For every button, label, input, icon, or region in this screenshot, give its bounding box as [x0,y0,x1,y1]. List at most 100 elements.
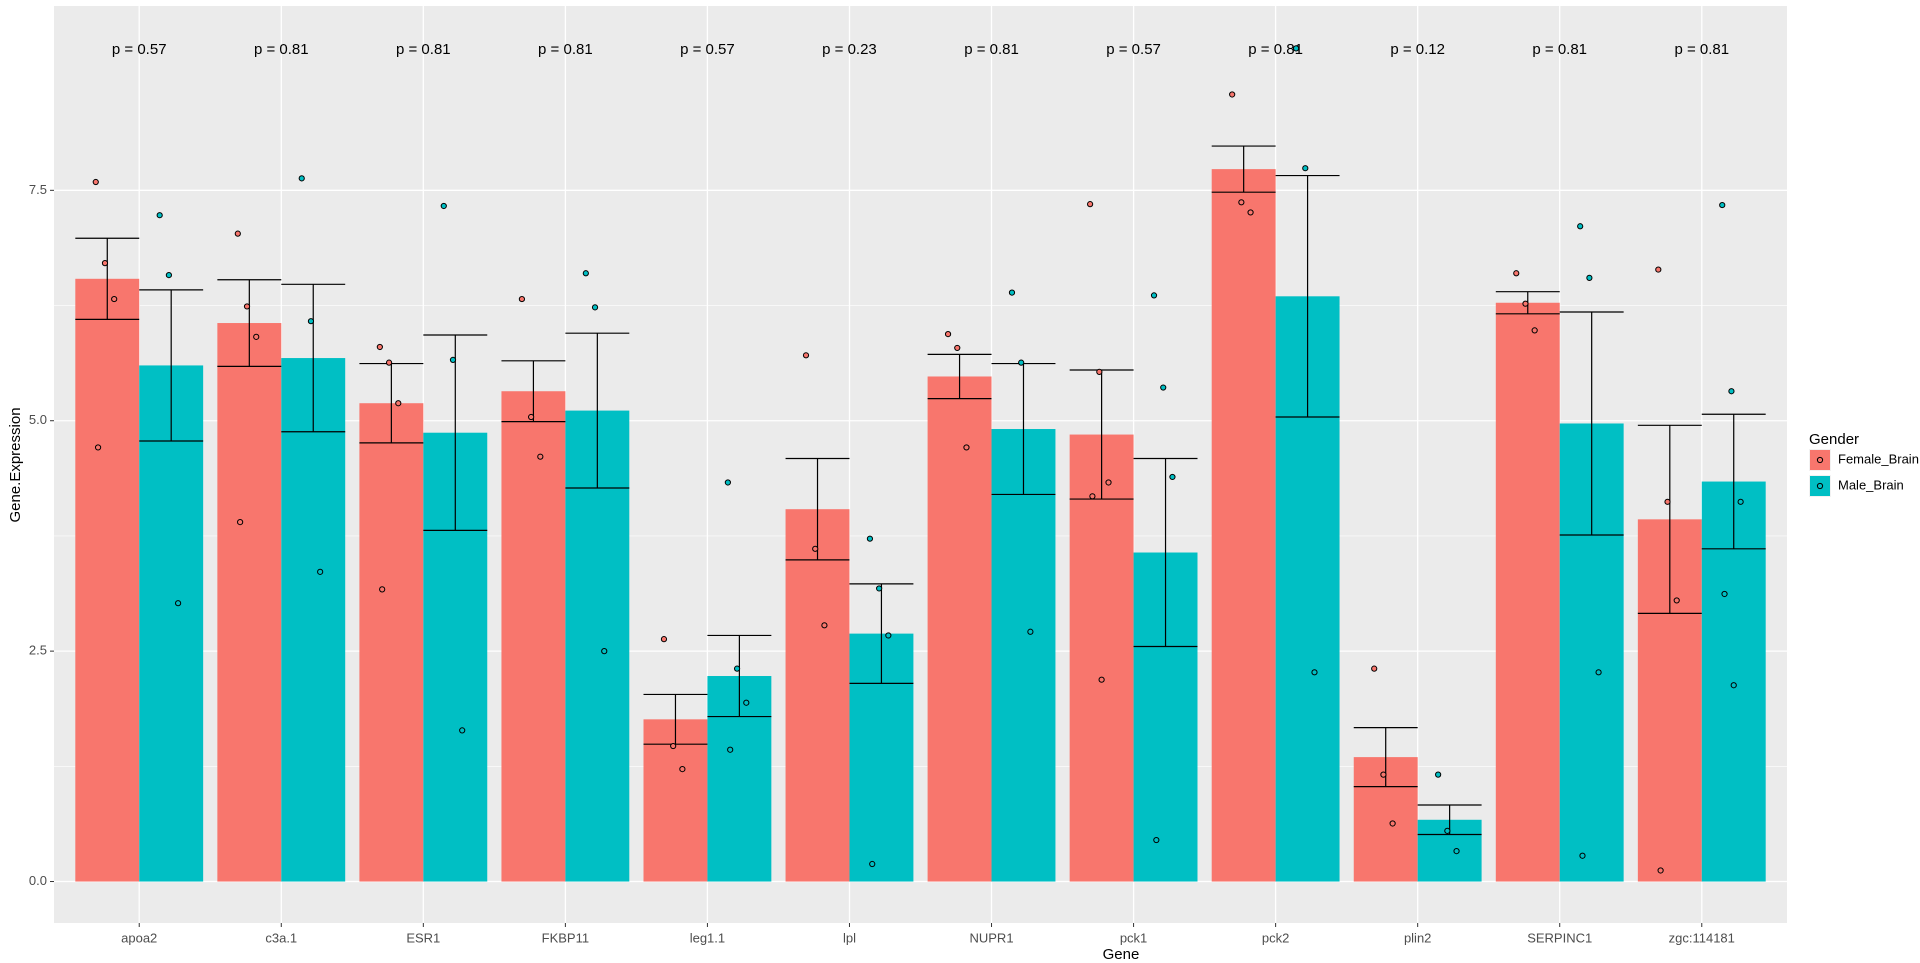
legend-label: Male_Brain [1838,477,1904,492]
bar [1069,434,1134,882]
point [885,632,892,639]
point [379,586,386,593]
point [1577,223,1584,230]
bar [565,410,630,882]
point [876,585,883,592]
x-tick-label: pck1 [1120,930,1147,945]
point [821,622,828,629]
point [537,453,544,460]
point [234,230,241,237]
point [1444,827,1451,834]
point [1238,199,1245,206]
point [591,304,599,311]
point [298,175,305,182]
x-tick-label: plin2 [1404,930,1431,945]
point [92,178,99,186]
x-tick-label: lpl [843,930,856,945]
point [101,260,109,267]
point [1380,771,1387,778]
point [954,344,961,352]
bar [75,278,140,882]
point [1311,669,1318,676]
error-bar [565,332,630,489]
point [237,519,244,526]
point [1292,45,1300,52]
point [94,444,102,451]
point [963,444,970,451]
error-bar [75,237,140,320]
point [1522,300,1529,307]
bar [501,391,566,882]
legend-title: Gender [1809,431,1859,448]
point [1302,165,1309,172]
bar [927,376,992,882]
annotation: p = 0.23 [822,41,877,58]
annotation: p = 0.81 [254,41,309,58]
error-bar [1133,457,1198,648]
point [812,545,819,552]
point [1169,473,1176,481]
error-bar [1701,413,1766,550]
point [156,212,163,219]
point [1089,493,1096,500]
point [1087,201,1094,208]
annotation: p = 0.81 [1248,41,1303,58]
y-tick-label: 0.0 [29,873,47,888]
point [727,746,734,753]
x-tick-label: ESR1 [406,930,440,945]
point [944,330,952,338]
point [660,636,668,643]
x-tick-label: FKBP11 [542,930,589,945]
point [307,318,315,325]
point [1728,388,1735,395]
point [1027,628,1034,635]
point [1655,266,1662,273]
error-bar [849,583,914,684]
point [1719,201,1726,209]
point [376,343,383,351]
point [679,765,686,773]
error-bar [423,334,488,531]
error-bar [1637,424,1702,614]
x-tick-label: SERPINC1 [1527,930,1592,945]
annotation: p = 0.57 [112,41,167,58]
x-tick-label: NUPR1 [969,930,1013,945]
point [1435,771,1442,778]
error-bar [281,283,346,433]
point [1673,597,1680,604]
error-bar [217,279,282,367]
error-bar [1211,145,1276,193]
point [802,352,810,359]
point [670,742,677,750]
point [1657,867,1664,874]
point [733,665,741,672]
error-bar [501,360,566,423]
bar [1211,169,1276,882]
point [1096,368,1103,375]
error-bar [785,457,850,561]
legend-label: Female_Brain [1838,451,1919,466]
bar [991,429,1056,882]
bar [217,323,282,882]
point [1730,682,1737,689]
x-tick-label: apoa2 [121,930,157,945]
y-axis-title: Gene.Expression [7,407,24,522]
point [243,303,251,310]
point [317,568,324,575]
x-tick-label: leg1.1 [690,930,725,945]
annotation: p = 0.81 [396,41,451,58]
point [1664,498,1671,505]
annotation: p = 0.81 [964,41,1019,58]
bar [139,365,204,882]
point [385,359,393,366]
point [601,648,608,655]
point [1721,590,1728,598]
point [1737,498,1744,505]
point [165,272,172,279]
point [459,727,466,734]
bar [1495,302,1560,882]
error-bar [139,289,204,442]
x-tick-label: pck2 [1262,930,1289,945]
legend-key-point [1816,482,1824,490]
